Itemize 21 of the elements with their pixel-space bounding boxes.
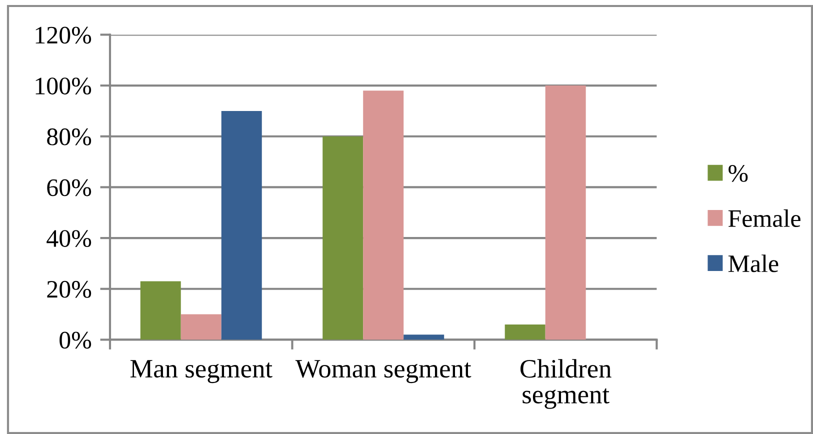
y-tick-label: 60%	[47, 179, 92, 196]
y-tick-label: 20%	[47, 280, 92, 298]
bar	[322, 136, 364, 340]
bar	[180, 314, 222, 340]
legend-label: Male	[728, 254, 778, 272]
x-tick-label: Woman segment	[295, 360, 472, 384]
bar	[404, 334, 444, 340]
y-tick-label: 80%	[47, 128, 92, 146]
legend-label: Female	[728, 209, 800, 228]
bar	[140, 281, 181, 340]
x-tick-label: Children segment	[520, 359, 612, 409]
legend-label: %	[728, 164, 748, 182]
bar	[545, 86, 586, 340]
x-tick-label: Man segment	[130, 360, 272, 384]
bar	[363, 90, 404, 340]
y-tick-label: 0%	[60, 332, 92, 349]
y-tick-label: 120%	[36, 26, 92, 44]
y-tick-label: 100%	[36, 78, 92, 95]
bar	[504, 324, 546, 340]
bar	[221, 110, 262, 340]
y-tick-label: 40%	[46, 230, 92, 248]
